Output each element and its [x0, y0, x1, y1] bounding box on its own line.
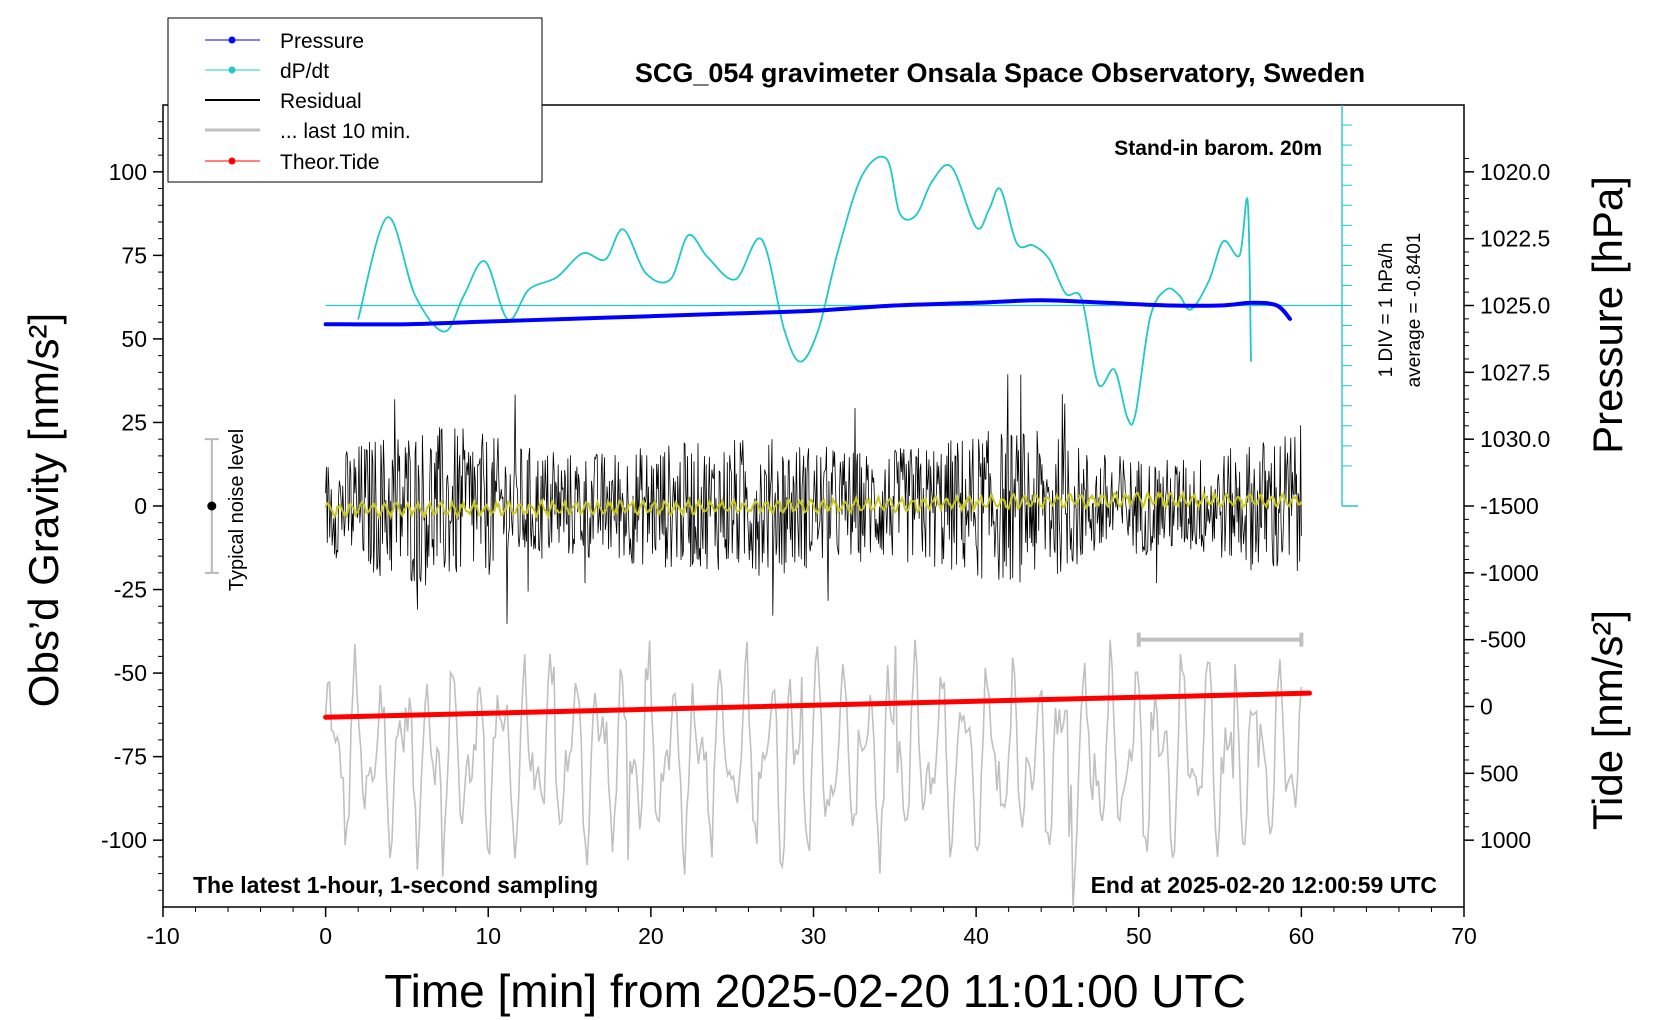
legend-tide-dot — [228, 157, 236, 165]
tide-tick-label: -500 — [1480, 627, 1526, 653]
barometer-annotation: Stand-in barom. 20m — [1114, 137, 1322, 160]
dpdt-line — [357, 155, 1252, 426]
pressure-tick-label: 1025.0 — [1480, 293, 1550, 319]
y-tick-label: 75 — [121, 242, 147, 268]
x-axis-label: Time [min] from 2025-02-20 11:01:00 UTC — [384, 965, 1246, 1017]
x-tick-label: 30 — [801, 923, 827, 949]
x-tick-label: 40 — [963, 923, 989, 949]
y-axis-label-pressure: Pressure [hPa] — [1584, 176, 1631, 454]
y-tick-label: 25 — [121, 409, 147, 435]
chart-title: SCG_054 gravimeter Onsala Space Observat… — [635, 58, 1365, 88]
pressure-tick-label: 1027.5 — [1480, 359, 1550, 385]
bottom-left-annotation: The latest 1-hour, 1-second sampling — [193, 872, 598, 898]
marker-layer — [204, 438, 1304, 647]
y-axis-label-tide: Tide [nm/s²] — [1584, 610, 1631, 830]
x-tick-label: 70 — [1451, 923, 1477, 949]
last-10-min-line — [324, 639, 1303, 908]
legend-last10-label: ... last 10 min. — [280, 120, 411, 143]
y-tick-label: -50 — [114, 660, 147, 686]
pressure-series — [323, 298, 1292, 327]
x-tick-label: -10 — [146, 923, 179, 949]
legend: Pressure dP/dt Residual ... last 10 min.… — [167, 17, 543, 183]
legend-residual-label: Residual — [280, 90, 362, 113]
pressure-tick-label: 1020.0 — [1480, 159, 1550, 185]
noise-bar-dot — [207, 501, 217, 511]
dpdt-average-annotation: average = -0.8401 — [1404, 233, 1425, 388]
tide-tick-label: 1000 — [1480, 827, 1531, 853]
tide-tick-label: -1500 — [1480, 493, 1539, 519]
pressure-tick-label: 1022.5 — [1480, 226, 1550, 252]
axis-layer: -10 0 10 20 30 40 50 60 701007550250-25-50-75-10… — [101, 121, 1550, 949]
legend-pressure-dot — [228, 36, 236, 44]
tide-tick-label: 0 — [1480, 694, 1493, 720]
tide-tick-label: -1000 — [1480, 560, 1539, 586]
pressure-line — [323, 298, 1292, 327]
legend-dpdt-label: dP/dt — [280, 60, 329, 83]
tide-line — [323, 690, 1313, 720]
x-tick-label: 10 — [475, 923, 501, 949]
y-axis-label-left: Obs’d Gravity [nm/s²] — [20, 313, 67, 707]
last-10-min-series — [324, 639, 1303, 908]
residual-smoothed-series — [324, 489, 1303, 521]
y-tick-label: -75 — [114, 744, 147, 770]
x-tick-label: 0 — [319, 923, 332, 949]
x-tick-label: 20 — [638, 923, 664, 949]
y-tick-label: -100 — [101, 827, 147, 853]
residual-series — [325, 374, 1302, 624]
residual-line — [325, 374, 1302, 624]
residual-smoothed-line — [324, 489, 1303, 521]
y-tick-label: 100 — [109, 159, 147, 185]
x-tick-label: 60 — [1289, 923, 1315, 949]
legend-tide-label: Theor.Tide — [280, 151, 380, 174]
dpdt-scale-annotation: 1 DIV = 1 hPa/h — [1376, 243, 1397, 378]
y-tick-label: 50 — [121, 326, 147, 352]
x-tick-label: 50 — [1126, 923, 1152, 949]
tide-tick-label: 500 — [1480, 760, 1518, 786]
bottom-right-annotation: End at 2025-02-20 12:00:59 UTC — [1091, 872, 1437, 898]
legend-dpdt-dot — [228, 66, 236, 74]
y-tick-label: 0 — [134, 493, 147, 519]
legend-pressure-label: Pressure — [280, 30, 364, 53]
noise-level-label: Typical noise level — [226, 429, 248, 591]
theoretical-tide-series — [323, 690, 1313, 720]
pressure-tick-label: 1030.0 — [1480, 426, 1550, 452]
y-tick-label: -25 — [114, 577, 147, 603]
